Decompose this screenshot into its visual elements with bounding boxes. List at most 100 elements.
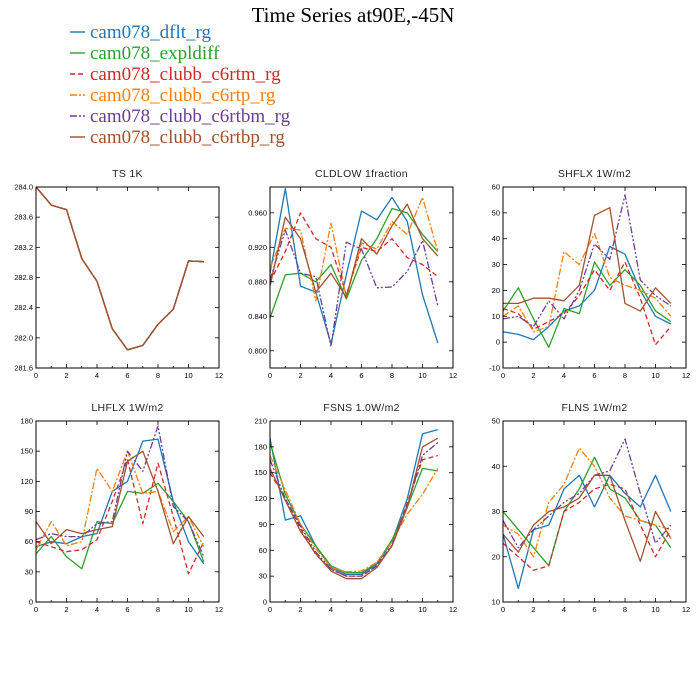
- x-tick-label: 10: [651, 605, 659, 614]
- panel-title: TS 1K: [112, 168, 143, 180]
- y-tick-label: 60: [25, 537, 33, 546]
- x-tick-label: 6: [359, 371, 363, 380]
- series-line: [36, 187, 204, 351]
- series-line: [36, 450, 205, 551]
- x-tick-label: 6: [592, 371, 596, 380]
- x-tick-label: 2: [531, 371, 535, 380]
- x-tick-label: 10: [651, 371, 659, 380]
- y-tick-label: 282.4: [14, 303, 33, 312]
- x-tick-label: 0: [268, 605, 272, 614]
- y-tick-label: 0.960: [248, 208, 267, 217]
- y-tick-label: 0.800: [248, 346, 267, 355]
- x-tick-label: 12: [682, 605, 690, 614]
- y-tick-label: 30: [259, 572, 267, 581]
- y-tick-label: 284.0: [14, 183, 33, 192]
- x-tick-label: 8: [623, 605, 627, 614]
- y-tick-label: 30: [25, 567, 33, 576]
- x-tick-label: 10: [184, 605, 192, 614]
- x-tick-label: 12: [215, 605, 223, 614]
- legend-label: cam078_clubb_c6rtp_rg: [90, 85, 276, 106]
- chart-panel: TS 1K 0 2 4 6 8 10 12 281.6 282.0 282.4 282.8 283.2 2…: [14, 168, 223, 380]
- x-tick-label: 10: [418, 371, 426, 380]
- x-tick-label: 6: [592, 605, 596, 614]
- series-line: [503, 438, 672, 549]
- panels: TS 1K 0 2 4 6 8 10 12 281.6 282.0 282.4 282.8 283.2 2…: [14, 168, 690, 614]
- series-line: [270, 428, 438, 576]
- y-tick-label: 10: [492, 598, 500, 607]
- x-tick-label: 0: [34, 605, 38, 614]
- y-tick-label: 50: [492, 208, 500, 217]
- series-line: [36, 187, 204, 351]
- series-line: [36, 187, 204, 351]
- y-tick-label: 281.6: [14, 364, 33, 373]
- y-tick-label: 30: [492, 507, 500, 516]
- x-tick-label: 10: [418, 605, 426, 614]
- series-line: [270, 188, 439, 345]
- x-tick-label: 8: [390, 371, 394, 380]
- x-tick-label: 2: [298, 371, 302, 380]
- series-line: [270, 212, 439, 296]
- y-tick-label: 120: [20, 477, 33, 486]
- plot-frame: [269, 186, 454, 369]
- y-tick-label: 50: [492, 417, 500, 426]
- x-tick-label: 12: [449, 371, 457, 380]
- y-tick-label: 30: [492, 260, 500, 269]
- y-tick-label: 0.920: [248, 243, 267, 252]
- chart-panel: FLNS 1W/m2 0 2 4 6 8 10 12 10 20 30 40 50: [492, 402, 691, 614]
- y-tick-label: 283.6: [14, 213, 33, 222]
- y-tick-label: 282.8: [14, 273, 33, 282]
- y-tick-label: 0: [263, 598, 267, 607]
- legend-label: cam078_clubb_c6rtm_rg: [90, 64, 281, 85]
- y-tick-label: 180: [254, 442, 267, 451]
- series-line: [36, 187, 204, 351]
- y-tick-label: 10: [492, 312, 500, 321]
- y-tick-label: 150: [20, 447, 33, 456]
- series-line: [36, 458, 205, 575]
- x-tick-label: 12: [215, 371, 223, 380]
- x-tick-label: 4: [95, 371, 99, 380]
- x-tick-label: 4: [329, 371, 333, 380]
- series-line: [503, 483, 672, 571]
- x-tick-label: 6: [125, 371, 129, 380]
- series-line: [270, 442, 439, 577]
- x-tick-label: 4: [562, 605, 566, 614]
- x-tick-label: 0: [501, 605, 505, 614]
- series-line: [503, 207, 672, 312]
- x-tick-label: 2: [531, 605, 535, 614]
- series-line: [270, 442, 438, 574]
- y-tick-label: 283.2: [14, 243, 33, 252]
- x-tick-label: 4: [562, 371, 566, 380]
- x-tick-label: 2: [64, 371, 68, 380]
- series-line: [36, 482, 205, 570]
- panel-title: SHFLX 1W/m2: [558, 168, 631, 180]
- legend-label: cam078_clubb_c6rtbm_rg: [90, 106, 291, 127]
- x-tick-label: 8: [156, 371, 160, 380]
- y-tick-label: 150: [254, 468, 267, 477]
- series-line: [270, 229, 439, 348]
- x-tick-label: 0: [268, 371, 272, 380]
- y-tick-label: 0: [496, 338, 500, 347]
- panel-title: CLDLOW 1fraction: [315, 168, 408, 180]
- y-tick-label: 20: [492, 552, 500, 561]
- series-line: [36, 187, 204, 351]
- legend-label: cam078_expldiff: [90, 43, 220, 64]
- series-line: [503, 261, 672, 348]
- y-tick-label: 0: [29, 598, 33, 607]
- x-tick-label: 0: [34, 371, 38, 380]
- legend: cam078_dflt_rgcam078_expldiffcam078_club…: [70, 22, 291, 148]
- figure-title: Time Series at90E,-45N: [252, 3, 455, 27]
- y-tick-label: 180: [20, 417, 33, 426]
- y-tick-label: 0.840: [248, 312, 267, 321]
- y-tick-label: 20: [492, 286, 500, 295]
- x-tick-label: 8: [156, 605, 160, 614]
- y-tick-label: 40: [492, 462, 500, 471]
- x-tick-label: 12: [682, 371, 690, 380]
- series-line: [270, 455, 439, 573]
- panel-title: FLNS 1W/m2: [561, 402, 627, 414]
- x-tick-label: 6: [125, 605, 129, 614]
- series-line: [503, 474, 672, 562]
- y-tick-label: 90: [259, 520, 267, 529]
- chart-panel: CLDLOW 1fraction 0 2 4 6 8 10 12 0.800 0.840 0.880…: [248, 168, 457, 380]
